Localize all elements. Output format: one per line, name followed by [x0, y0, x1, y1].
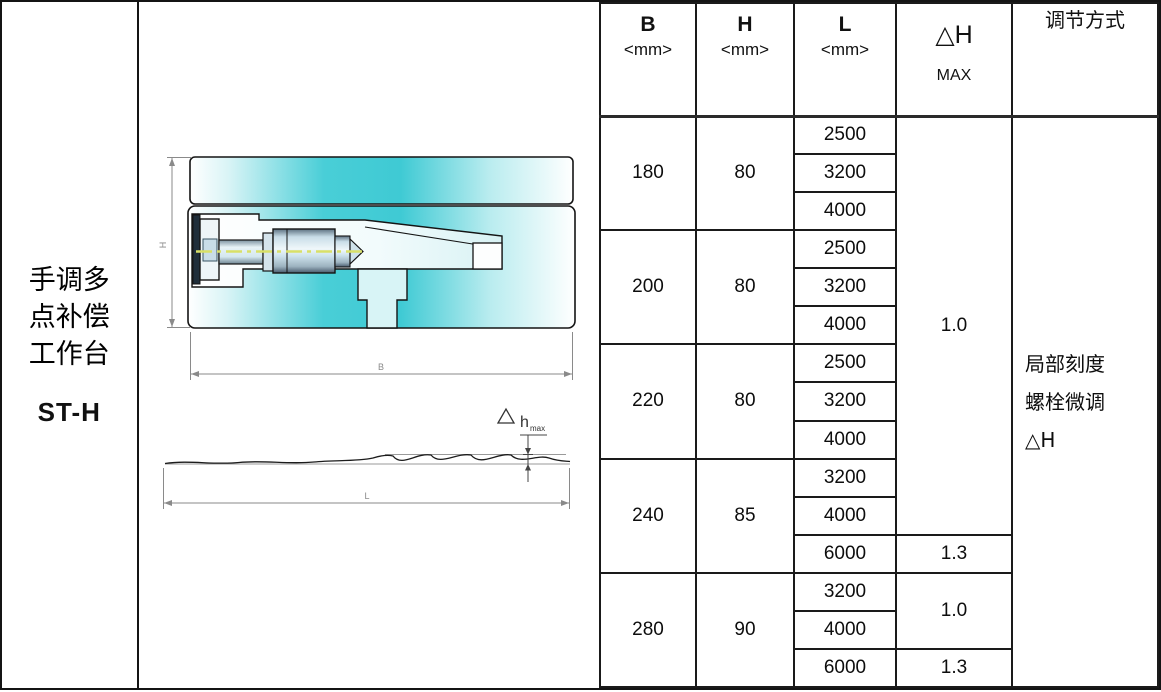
table-row: 6000 1.3 — [600, 647, 1158, 689]
h-value-cell: 90 — [695, 571, 795, 689]
l-value-cell: 4000 — [793, 305, 897, 346]
product-title-line: 手调多 — [28, 265, 110, 296]
height-dimension-label: H — [158, 242, 168, 249]
technical-drawing-cell: H B h max — [139, 2, 599, 688]
delta-triangle-icon — [496, 407, 515, 424]
table-row: 3200 — [600, 267, 1158, 308]
method-text-line: △H — [1025, 427, 1056, 452]
b-value-cell: 280 — [599, 571, 697, 689]
l-value-cell: 4000 — [793, 191, 897, 232]
table-row: 3200 — [600, 153, 1158, 194]
l-value-cell: 4000 — [793, 419, 897, 460]
b-value-cell: 240 — [599, 457, 697, 574]
col-header-b-unit: <mm> — [623, 40, 673, 59]
method-text-line: 局部刻度 — [1025, 351, 1105, 376]
l-value-cell: 6000 — [793, 647, 897, 689]
table-row: 4000 — [600, 495, 1158, 536]
worktable-cross-section: H B — [158, 156, 576, 380]
flatness-profile: h max L — [162, 407, 570, 509]
l-value-cell: 2500 — [793, 229, 897, 270]
l-value-cell: 3200 — [793, 571, 897, 612]
product-model-code: ST-H — [37, 397, 101, 427]
flatness-annotation: h max — [496, 407, 547, 482]
col-header-h-unit: <mm> — [720, 40, 770, 59]
delta-h-value-cell: 1.3 — [895, 647, 1013, 689]
height-dimension — [166, 157, 192, 328]
col-header-b-label: B — [640, 13, 656, 36]
adjusting-bolt — [192, 214, 367, 285]
b-value-cell: 200 — [599, 229, 697, 346]
width-dimension-label: B — [378, 362, 384, 372]
table-row: 180 80 2500 1.0 局部刻度 螺栓微调 △H — [599, 114, 1159, 688]
table-row: 240 85 3200 — [599, 457, 1158, 574]
l-value-cell: 4000 — [793, 609, 897, 650]
col-header-l-unit: <mm> — [820, 40, 870, 59]
delta-h-value-cell: 1.0 — [895, 571, 1013, 650]
width-dimension — [189, 332, 573, 380]
table-row: 4000 — [600, 191, 1158, 232]
l-value-cell: 3200 — [793, 381, 897, 422]
table-row: 4000 — [600, 609, 1158, 650]
l-value-cell: 3200 — [793, 267, 897, 308]
l-value-cell: 3200 — [793, 153, 897, 194]
col-header-l: L <mm> — [793, 2, 897, 118]
table-row: 280 90 3200 1.0 — [599, 571, 1158, 689]
table-row: 220 80 2500 — [599, 343, 1158, 460]
header-row: B <mm> H <mm> L <mm> △H MAX 调节方式 — [599, 2, 1159, 118]
b-value-cell: 220 — [599, 343, 697, 460]
product-title-line: 工作台 — [28, 339, 110, 370]
product-title-line: 点补偿 — [28, 302, 110, 333]
col-header-h-label: H — [737, 13, 753, 36]
col-header-method-label: 调节方式 — [1045, 8, 1125, 32]
delta-h-value-cell: 1.3 — [895, 533, 1013, 574]
col-header-h: H <mm> — [695, 2, 795, 118]
method-text-line: 螺栓微调 — [1025, 389, 1105, 414]
l-value-cell: 4000 — [793, 495, 897, 536]
h-value-cell: 80 — [695, 114, 795, 232]
col-header-l-label: L — [838, 13, 852, 36]
bolt-socket — [202, 238, 218, 262]
col-header-delta-h-max: MAX — [936, 67, 972, 84]
flatness-symbol: h — [520, 414, 529, 431]
table-row: 6000 1.3 — [600, 533, 1158, 574]
l-value-cell: 3200 — [793, 457, 897, 498]
product-label-cell: 手调多 点补偿 工作台 ST-H — [2, 2, 139, 688]
surface-profile-curve — [164, 454, 570, 465]
table-row: 4000 — [600, 419, 1158, 460]
l-value-cell: 2500 — [793, 114, 897, 156]
table-row: 3200 — [600, 381, 1158, 422]
adjust-method-cell: 局部刻度 螺栓微调 △H — [1011, 115, 1159, 688]
center-key-block — [356, 268, 408, 329]
l-value-cell: 2500 — [793, 343, 897, 384]
table-row: 200 80 2500 — [599, 229, 1158, 346]
worktable-drawing: H B h max — [158, 156, 576, 509]
col-header-delta-h: △H MAX — [895, 2, 1013, 118]
h-value-cell: 80 — [695, 229, 795, 346]
table-row: 4000 — [600, 305, 1158, 346]
col-header-b: B <mm> — [599, 2, 697, 118]
spec-table: B <mm> H <mm> L <mm> △H MAX 调节方式 — [599, 2, 1159, 689]
h-value-cell: 85 — [695, 457, 795, 574]
delta-h-value-cell: 1.0 — [895, 115, 1013, 536]
l-value-cell: 6000 — [793, 533, 897, 574]
b-value-cell: 180 — [599, 114, 697, 232]
col-header-method: 调节方式 — [1011, 2, 1159, 118]
h-value-cell: 80 — [695, 343, 795, 460]
col-header-delta-h-label: △H — [935, 21, 973, 49]
length-dimension-label: L — [364, 491, 369, 501]
length-dimension — [162, 468, 570, 509]
flatness-subscript: max — [530, 424, 545, 433]
